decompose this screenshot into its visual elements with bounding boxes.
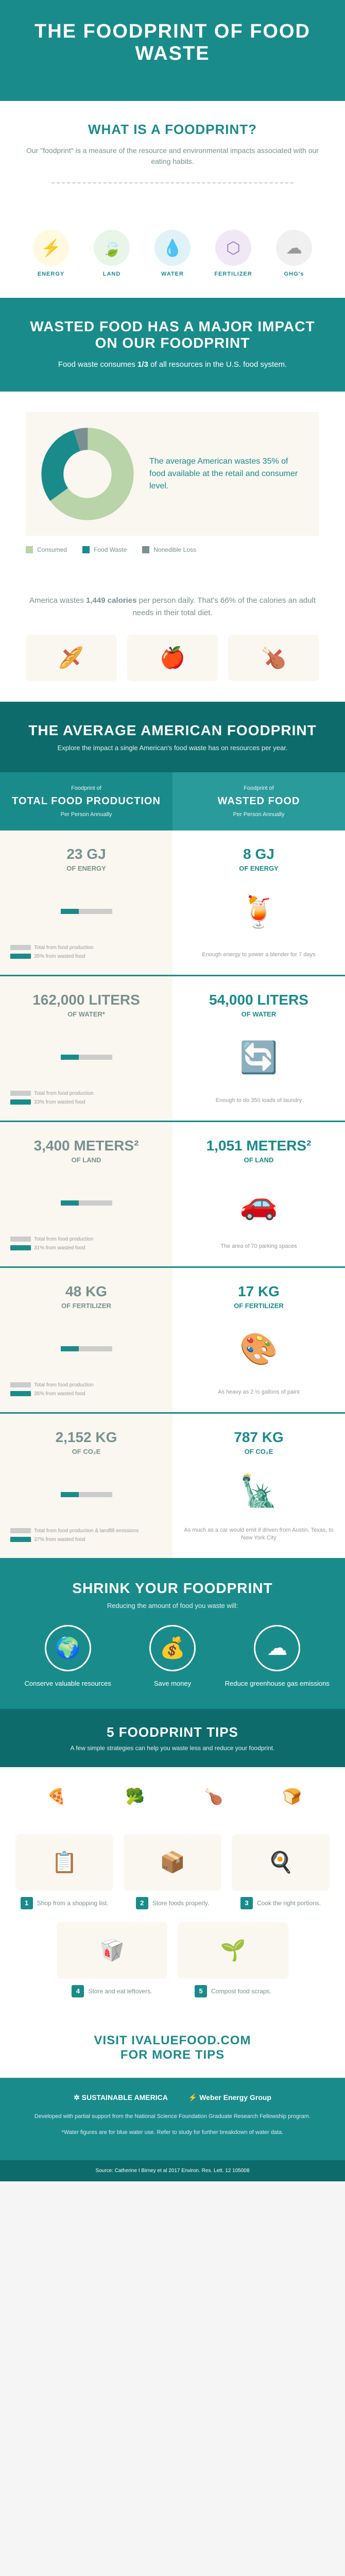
comparison-icon: 🗽 xyxy=(183,1472,335,1509)
stat-value: 162,000 LITERS xyxy=(10,992,162,1008)
bar-chart-icon xyxy=(10,1182,162,1218)
stat-value: 3,400 METERS² xyxy=(10,1138,162,1154)
resource-icons: ⚡ENERGY🍃LAND💧WATER⬡FERTILIZER☁GHG's xyxy=(0,219,345,298)
comparison-row-4: 2,152 KGOF CO₂E Total from food producti… xyxy=(0,1414,345,1558)
comparison-row-0: 23 GJOF ENERGY Total from food productio… xyxy=(0,831,345,975)
water-icon: 💧 xyxy=(154,230,191,266)
logo-weber: ⚡ Weber Energy Group xyxy=(188,2093,271,2102)
calories-text: America wastes 1,449 calories per person… xyxy=(26,595,319,619)
comparison-icon: 🎨 xyxy=(183,1331,335,1367)
header: THE FOODPRINT OF FOOD WASTE xyxy=(0,0,345,101)
resource-water: 💧WATER xyxy=(142,230,203,277)
comparison-icon: 🍹 xyxy=(183,893,335,930)
stat-value: 1,051 METERS² xyxy=(183,1138,335,1154)
impact-text: Food waste consumes 1/3 of all resources… xyxy=(26,359,319,371)
what-section: WHAT IS A FOODPRINT? Our "foodprint" is … xyxy=(0,101,345,219)
ghg's-icon: ☁ xyxy=(276,230,312,266)
visit-section: VISIT IVALUEFOOD.COM FOR MORE TIPS xyxy=(0,2018,345,2078)
donut-section: The average American wastes 35% of food … xyxy=(0,392,345,574)
shrink-item: ☁Reduce greenhouse gas emissions xyxy=(225,1625,330,1688)
tip-icon: 📋 xyxy=(15,1834,113,1891)
comparison-icon: 🚗 xyxy=(183,1185,335,1222)
stat-value: 8 GJ xyxy=(183,846,335,862)
comparison-row-1: 162,000 LITERSOF WATER* Total from food … xyxy=(0,976,345,1121)
stat-value: 787 KG xyxy=(183,1429,335,1446)
tip-icon: 🍳 xyxy=(232,1834,330,1891)
what-title: WHAT IS A FOODPRINT? xyxy=(26,122,319,138)
donut-legend: Consumed Food Waste Nonedible Loss xyxy=(26,546,319,553)
shrink-icon: 🌍 xyxy=(45,1625,91,1671)
impact-section: WASTED FOOD HAS A MAJOR IMPACT ON OUR FO… xyxy=(0,298,345,392)
avg-title: THE AVERAGE AMERICAN FOODPRINT xyxy=(26,722,319,739)
stat-note: The area of 70 parking spaces xyxy=(183,1243,335,1250)
comparison-row-3: 48 KGOF FERTILIZER Total from food produ… xyxy=(0,1268,345,1412)
comparison-row-2: 3,400 METERS²OF LAND Total from food pro… xyxy=(0,1122,345,1266)
stat-value: 54,000 LITERS xyxy=(183,992,335,1008)
footer-water: *Water figures are for blue water use. R… xyxy=(15,2128,330,2137)
stat-note: As heavy as 2 ½ gallons of paint xyxy=(183,1388,335,1396)
footer-dev: Developed with partial support from the … xyxy=(15,2112,330,2121)
impact-title: WASTED FOOD HAS A MAJOR IMPACT ON OUR FO… xyxy=(26,318,319,351)
tip-icon: 🌱 xyxy=(178,1922,288,1979)
source: Source: Catherine I Birney et al 2017 En… xyxy=(0,2160,345,2181)
stat-value: 23 GJ xyxy=(10,846,162,862)
tip-icon: 🥡 xyxy=(57,1922,167,1979)
donut-text: The average American wastes 35% of food … xyxy=(149,455,304,493)
logo-sustainable: ✲ SUSTAINABLE AMERICA xyxy=(74,2093,168,2102)
footer: ✲ SUSTAINABLE AMERICA ⚡ Weber Energy Gro… xyxy=(0,2078,345,2160)
avg-subtitle: Explore the impact a single American's f… xyxy=(26,744,319,752)
tips-body: 🍕 🥦 🍗 🍞 📋1Shop from a shopping list.📦2St… xyxy=(0,1767,345,2018)
tips-title: 5 FOODPRINT TIPS xyxy=(15,1724,330,1740)
tip-2: 📦2Store foods properly. xyxy=(124,1834,221,1909)
fertilizer-icon: ⬡ xyxy=(215,230,251,266)
donut-chart xyxy=(41,428,134,520)
tip-5: 🌱5Compost food scraps. xyxy=(178,1922,288,1997)
bar-chart-icon xyxy=(10,891,162,926)
comparison-header: Foodprint of TOTAL FOOD PRODUCTION Per P… xyxy=(0,772,345,831)
average-header: THE AVERAGE AMERICAN FOODPRINT Explore t… xyxy=(0,702,345,772)
shrink-section: SHRINK YOUR FOODPRINT Reducing the amoun… xyxy=(0,1560,345,1709)
land-icon: 🍃 xyxy=(94,230,130,266)
stat-value: 48 KG xyxy=(10,1283,162,1300)
legend-item: Nonedible Loss xyxy=(142,546,196,553)
tip-3: 🍳3Cook the right portions. xyxy=(232,1834,330,1909)
shrink-title: SHRINK YOUR FOODPRINT xyxy=(15,1580,330,1597)
shrink-icon: 💰 xyxy=(149,1625,196,1671)
shrink-item: 🌍Conserve valuable resources xyxy=(15,1625,120,1688)
resource-land: 🍃LAND xyxy=(81,230,142,277)
energy-icon: ⚡ xyxy=(33,230,69,266)
tips-subtitle: A few simple strategies can help you was… xyxy=(15,1744,330,1752)
tip-icon: 📦 xyxy=(124,1834,221,1891)
bar-chart-icon xyxy=(10,1328,162,1364)
stat-value: 17 KG xyxy=(183,1283,335,1300)
logos: ✲ SUSTAINABLE AMERICA ⚡ Weber Energy Gro… xyxy=(15,2093,330,2102)
shrink-subtitle: Reducing the amount of food you waste wi… xyxy=(15,1602,330,1609)
legend-item: Food Waste xyxy=(82,546,127,553)
divider xyxy=(51,182,294,183)
resource-fertilizer: ⬡FERTILIZER xyxy=(203,230,264,277)
resource-ghg's: ☁GHG's xyxy=(264,230,324,277)
tip-4: 🥡4Store and eat leftovers. xyxy=(57,1922,167,1997)
stat-value: 2,152 KG xyxy=(10,1429,162,1446)
what-text: Our "foodprint" is a measure of the reso… xyxy=(26,145,319,167)
calories-section: America wastes 1,449 calories per person… xyxy=(0,574,345,702)
bar-chart-icon xyxy=(10,1037,162,1072)
stat-note: As much as a car would emit if driven fr… xyxy=(183,1527,335,1543)
resource-energy: ⚡ENERGY xyxy=(21,230,81,277)
crossed-foods: 🥖✕ 🍎✕ 🍗✕ xyxy=(26,635,319,681)
bar-chart-icon xyxy=(10,1474,162,1510)
tips-header: 5 FOODPRINT TIPS A few simple strategies… xyxy=(0,1709,345,1767)
stat-note: Enough energy to power a blender for 7 d… xyxy=(183,951,335,959)
visit-text: VISIT IVALUEFOOD.COM FOR MORE TIPS xyxy=(15,2033,330,2062)
stat-note: Enough to do 350 loads of laundry xyxy=(183,1097,335,1105)
legend-item: Consumed xyxy=(26,546,67,553)
shrink-item: 💰Save money xyxy=(120,1625,225,1688)
tip-1: 📋1Shop from a shopping list. xyxy=(15,1834,113,1909)
shrink-icon: ☁ xyxy=(254,1625,300,1671)
comparison-icon: 🔄 xyxy=(183,1039,335,1076)
main-title: THE FOODPRINT OF FOOD WASTE xyxy=(15,21,330,65)
